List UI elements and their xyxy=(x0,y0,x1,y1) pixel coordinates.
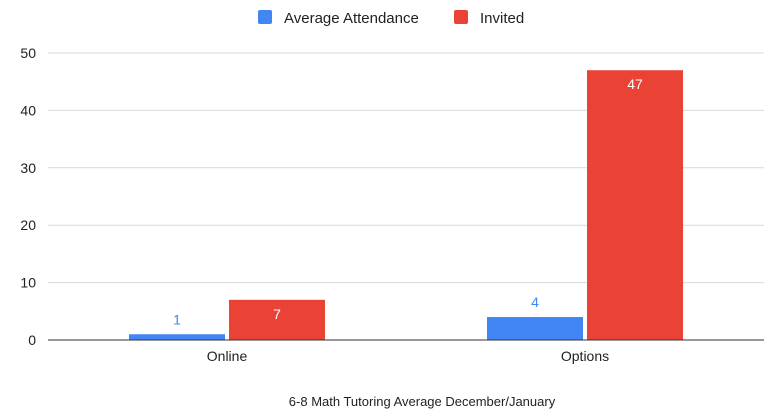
x-tick-label: Options xyxy=(561,348,609,364)
y-tick-label: 20 xyxy=(20,217,36,233)
bar-invited xyxy=(229,299,325,340)
x-axis: Online Options xyxy=(48,339,764,364)
data-label-average-attendance: 1 xyxy=(173,311,181,327)
bar-average-attendance xyxy=(129,334,225,340)
y-tick-label: 10 xyxy=(20,275,36,291)
x-tick-label: Online xyxy=(207,348,248,364)
y-tick-label: 40 xyxy=(20,102,36,118)
y-tick-label: 50 xyxy=(20,45,36,61)
y-tick-label: 30 xyxy=(20,160,36,176)
legend-swatch-invited xyxy=(454,10,468,24)
bars: 1 7 4 47 xyxy=(129,70,683,340)
bar-invited xyxy=(587,70,683,340)
data-label-invited: 7 xyxy=(273,306,281,322)
legend: Average Attendance Invited xyxy=(258,10,524,27)
bar-average-attendance xyxy=(487,317,583,340)
legend-swatch-average-attendance xyxy=(258,10,272,24)
legend-label-invited: Invited xyxy=(480,10,524,27)
y-tick-label: 0 xyxy=(28,332,36,348)
data-label-invited: 47 xyxy=(627,76,643,92)
data-label-average-attendance: 4 xyxy=(531,294,539,310)
y-axis: 0 10 20 30 40 50 xyxy=(20,45,36,348)
x-axis-title: 6-8 Math Tutoring Average December/Janua… xyxy=(289,394,556,409)
legend-label-average-attendance: Average Attendance xyxy=(284,10,419,27)
